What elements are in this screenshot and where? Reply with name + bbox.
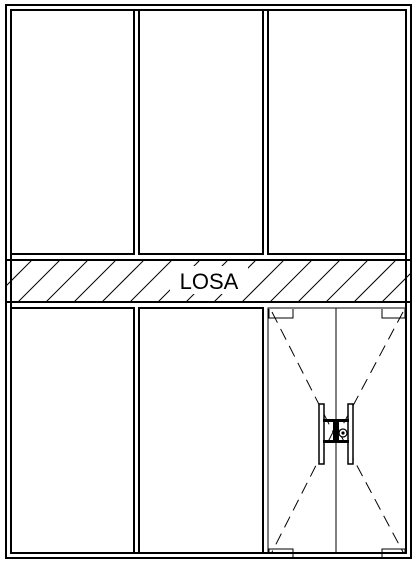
hatch-line [353, 260, 397, 302]
upper-panel-left [10, 9, 135, 255]
hatch-line [241, 260, 285, 302]
lower-glazing-row [10, 307, 264, 554]
slab-band: LOSA [5, 259, 412, 303]
hatch-line [297, 260, 341, 302]
hatch-line [381, 272, 411, 302]
hatch-line [129, 260, 173, 302]
lock-body [333, 422, 339, 440]
door-handle-set [318, 403, 354, 465]
hatch-line [45, 260, 89, 302]
hatch-line [269, 260, 313, 302]
pivot-patch-bottom-right [381, 548, 406, 558]
swing-line-right-upper [338, 311, 404, 433]
slab-label-mask [170, 266, 248, 294]
hatch-line [325, 260, 369, 302]
double-door [267, 307, 407, 558]
lower-panel-left [10, 307, 135, 554]
hatch-line [6, 260, 33, 287]
pivot-patch-top-right [381, 309, 406, 319]
hatch-line [101, 260, 145, 302]
hatch-line [73, 260, 117, 302]
handle-connector-upper [323, 419, 349, 422]
lower-panel-center [138, 307, 264, 554]
upper-glazing-row [10, 9, 407, 255]
slab-outline [5, 259, 412, 303]
hatch-line [17, 260, 61, 302]
pivot-patch-bottom-left [268, 548, 294, 558]
handle-bar-right [347, 403, 354, 465]
upper-panel-right [267, 9, 407, 255]
swing-line-left-upper [271, 311, 334, 433]
upper-panel-center [138, 9, 264, 255]
door-frame [267, 307, 407, 554]
handle-connector-lower [323, 440, 349, 443]
slab-label: LOSA [180, 269, 239, 294]
pivot-patch-top-left [268, 309, 294, 319]
lock-keyhole-icon [341, 431, 345, 435]
handle-bar-left [318, 403, 325, 465]
